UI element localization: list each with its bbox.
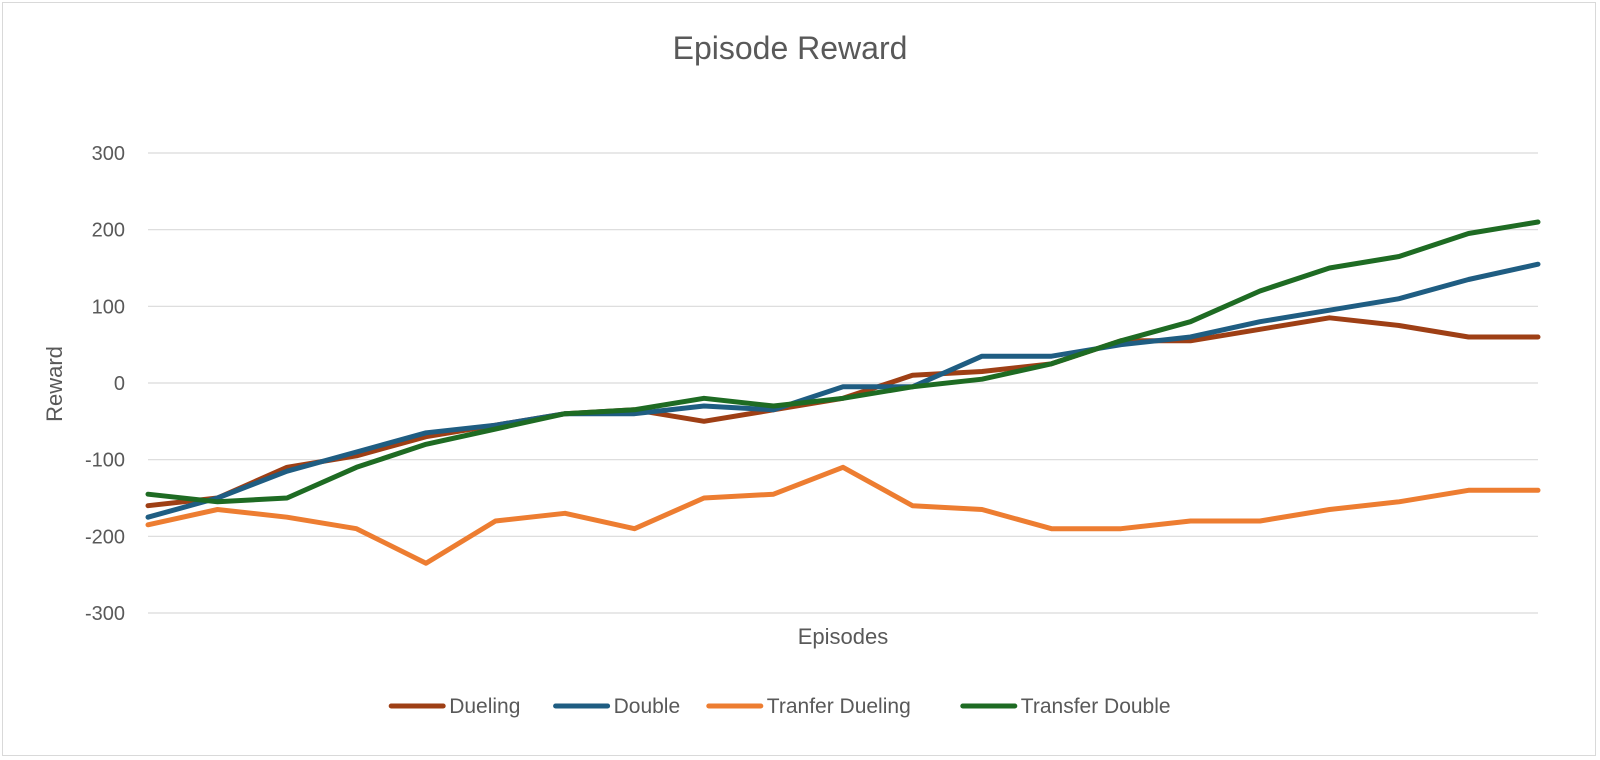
series-line-double: [145, 261, 1541, 520]
series-line-tranfer-dueling: [145, 464, 1541, 566]
legend-label: Dueling: [449, 695, 520, 718]
legend: Dueling Double Tranfer Dueling Transfer Dou…: [388, 695, 1171, 718]
y-axis-title: Reward: [42, 346, 67, 422]
y-tick-label: -200: [85, 526, 125, 548]
y-tick-label: 100: [92, 296, 125, 318]
legend-label: Double: [614, 695, 681, 718]
chart-title: Episode Reward: [673, 30, 908, 66]
series-lines: [145, 219, 1541, 566]
legend-label: Transfer Double: [1021, 695, 1171, 718]
y-tick-label: 200: [92, 220, 125, 242]
line-chart: Episode Reward 300 200 100 0 -100 -200 -300 Re…: [42, 30, 1541, 718]
x-axis-title: Episodes: [798, 624, 889, 649]
y-tick-label: 0: [114, 373, 125, 395]
y-tick-labels: 300 200 100 0 -100 -200 -300: [85, 143, 125, 625]
legend-item: Double: [553, 695, 681, 718]
legend-item: Transfer Double: [960, 695, 1171, 718]
y-tick-label: -300: [85, 603, 125, 625]
y-tick-label: 300: [92, 143, 125, 165]
legend-label: Tranfer Dueling: [767, 695, 911, 718]
series-line-transfer-double: [145, 219, 1541, 505]
grid-lines: [148, 152, 1538, 614]
series-line-dueling: [145, 315, 1541, 509]
y-tick-label: -100: [85, 450, 125, 472]
legend-item: Dueling: [388, 695, 520, 718]
legend-item: Tranfer Dueling: [706, 695, 911, 718]
